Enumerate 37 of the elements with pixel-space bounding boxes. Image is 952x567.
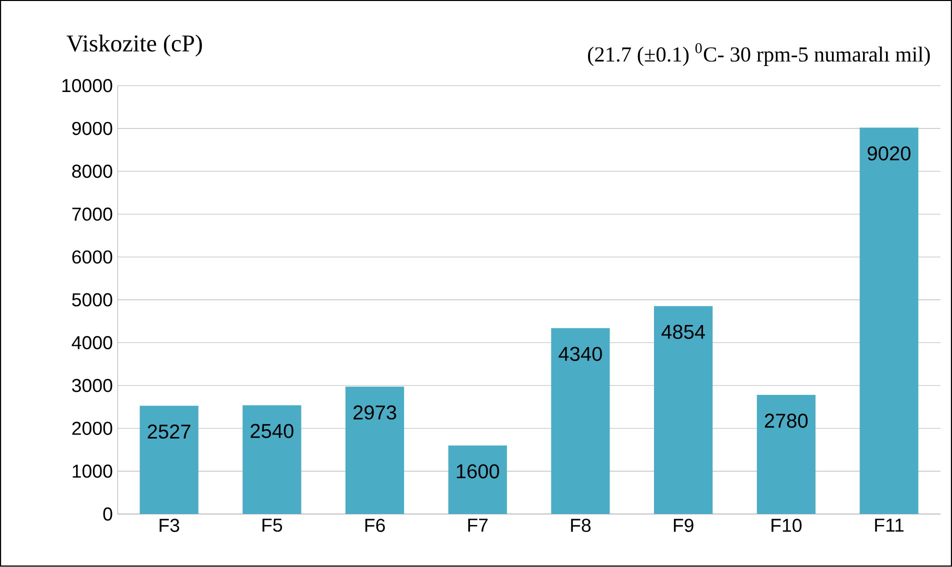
data-label: 2780 (764, 414, 808, 428)
y-tick-label: 7000 (72, 208, 112, 221)
bar (551, 328, 610, 514)
bar (140, 406, 198, 514)
y-axis-title: Viskozite (cP) (66, 34, 202, 57)
bar (345, 386, 404, 514)
bar (860, 128, 918, 514)
data-label: 9020 (868, 146, 910, 161)
y-tick-label: 6000 (72, 250, 112, 264)
y-tick-label: 10000 (62, 79, 112, 92)
data-label: 2540 (250, 424, 294, 438)
x-tick-label: F8 (571, 518, 591, 532)
x-tick-label: F5 (262, 518, 282, 532)
x-tick-label: F6 (365, 518, 385, 532)
x-tick-label: F11 (875, 518, 904, 532)
x-tick-label: F9 (674, 518, 694, 532)
y-tick-label: 5000 (72, 293, 112, 307)
y-tick-label: 4000 (72, 336, 112, 350)
data-label: 2527 (148, 424, 190, 439)
y-tick-label: 0 (103, 508, 112, 521)
data-label: 4340 (558, 347, 602, 362)
x-tick-label: F3 (160, 518, 180, 532)
data-label: 1600 (456, 464, 500, 479)
bar (448, 446, 507, 514)
bar (654, 306, 713, 514)
x-tick-label: F10 (772, 518, 802, 532)
bar (756, 395, 816, 514)
y-tick-label: 9000 (72, 122, 112, 136)
chart-subtitle: (21.7 (±0.1) $^{0}$C- 30 rpm-5 numaralı mil) (588, 43, 930, 66)
data-label: 2973 (354, 406, 396, 420)
y-tick-label: 2000 (72, 422, 112, 436)
y-tick-label: 3000 (72, 379, 112, 392)
x-tick-label: F7 (468, 518, 488, 532)
y-tick-label: 8000 (72, 164, 112, 178)
y-tick-label: 1000 (72, 464, 112, 478)
bar (242, 405, 302, 514)
data-label: 4854 (662, 324, 705, 340)
